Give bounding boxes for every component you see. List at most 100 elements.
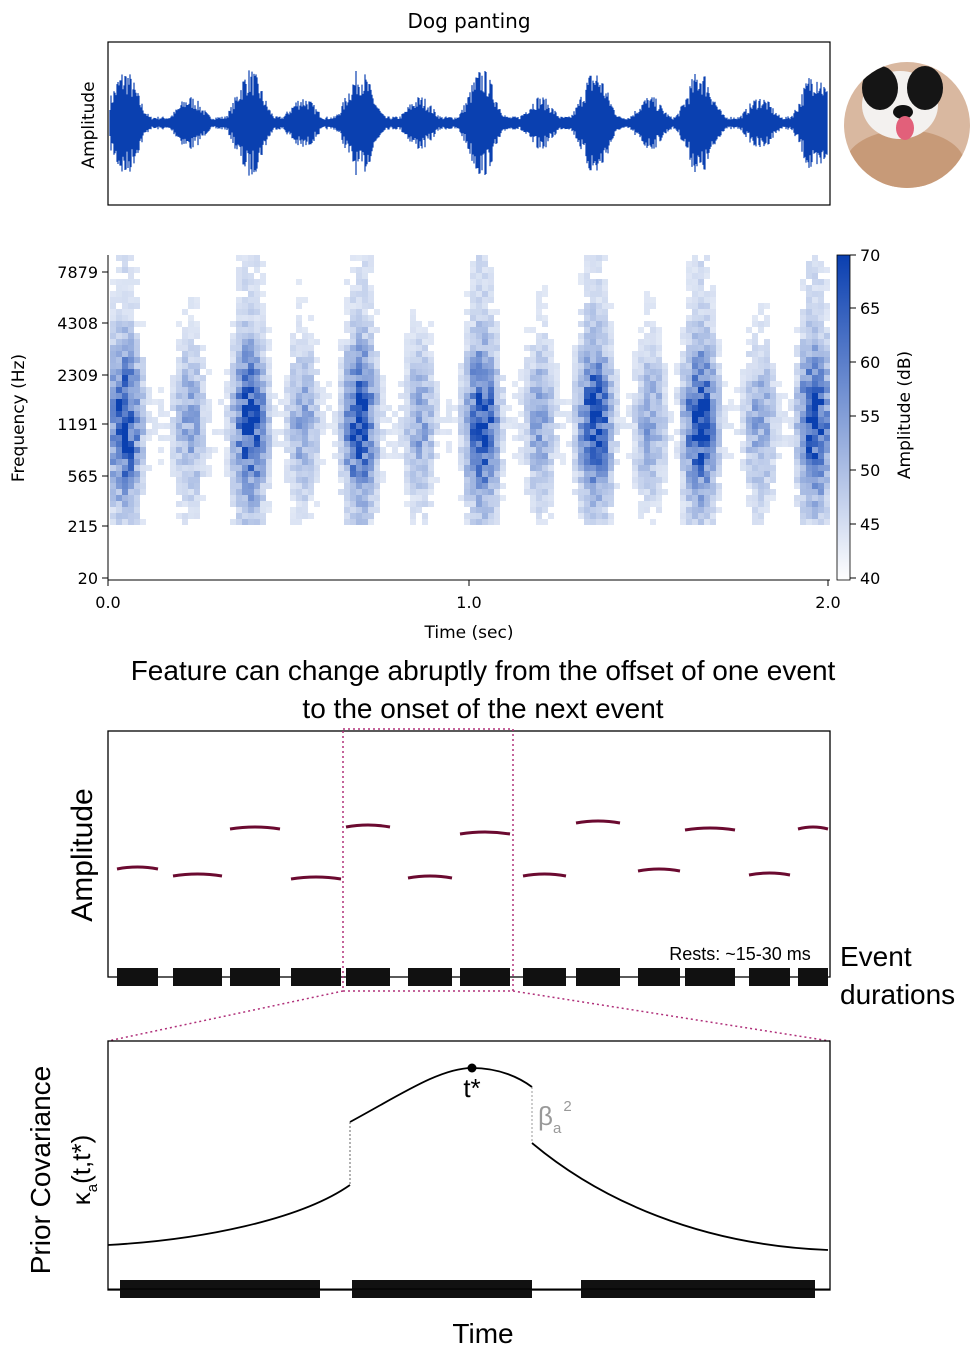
- spec-cell: [260, 393, 266, 399]
- spec-cell: [422, 399, 428, 405]
- spec-cell: [500, 417, 506, 423]
- spec-cell: [464, 513, 470, 519]
- spec-cell: [638, 471, 644, 477]
- spec-cell: [530, 477, 536, 483]
- spec-cell: [128, 441, 134, 447]
- spec-cell: [128, 453, 134, 459]
- spec-cell: [812, 459, 818, 465]
- spec-cell: [578, 435, 584, 441]
- spec-cell: [194, 465, 200, 471]
- spec-cell: [602, 255, 608, 261]
- spec-cell: [236, 285, 242, 291]
- spec-cell: [656, 411, 662, 417]
- spec-cell: [716, 447, 722, 453]
- spec-cell: [638, 513, 644, 519]
- spec-cell: [716, 417, 722, 423]
- spec-cell: [710, 513, 716, 519]
- spec-cell: [758, 423, 764, 429]
- spec-cell: [428, 381, 434, 387]
- spec-cell: [800, 369, 806, 375]
- spec-cell: [410, 447, 416, 453]
- spec-cell: [794, 369, 800, 375]
- spec-cell: [188, 429, 194, 435]
- spec-cell: [182, 417, 188, 423]
- spec-cell: [230, 501, 236, 507]
- spec-cell: [128, 423, 134, 429]
- spec-cell: [542, 447, 548, 453]
- spec-cell: [692, 459, 698, 465]
- spec-cell: [374, 381, 380, 387]
- spec-cell: [122, 429, 128, 435]
- spec-cell: [764, 393, 770, 399]
- spec-cell: [476, 393, 482, 399]
- spec-cell: [752, 519, 758, 525]
- spec-cell: [470, 447, 476, 453]
- spec-cell: [314, 471, 320, 477]
- spec-cell: [584, 447, 590, 453]
- spec-cell: [488, 459, 494, 465]
- spec-cell: [170, 447, 176, 453]
- spec-cell: [476, 261, 482, 267]
- spec-cell: [482, 255, 488, 261]
- spec-cell: [536, 441, 542, 447]
- spec-cell: [626, 453, 632, 459]
- spec-cell: [260, 375, 266, 381]
- spec-cell: [746, 423, 752, 429]
- spec-cell: [254, 375, 260, 381]
- spec-cell: [338, 357, 344, 363]
- spec-cell: [500, 423, 506, 429]
- spec-cell: [290, 411, 296, 417]
- spec-cell: [644, 411, 650, 417]
- spec-cell: [674, 369, 680, 375]
- spec-cell: [122, 477, 128, 483]
- spec-cell: [206, 405, 212, 411]
- spec-cell: [344, 411, 350, 417]
- spec-cell: [374, 501, 380, 507]
- spec-cell: [416, 495, 422, 501]
- spec-cell: [704, 471, 710, 477]
- spec-cell: [650, 495, 656, 501]
- spec-cell: [194, 471, 200, 477]
- spec-cell: [296, 363, 302, 369]
- spec-cell: [782, 441, 788, 447]
- spec-cell: [254, 255, 260, 261]
- spec-cell: [800, 333, 806, 339]
- spec-cell: [818, 477, 824, 483]
- spec-cell: [224, 387, 230, 393]
- spec-cell: [350, 375, 356, 381]
- spec-cell: [650, 297, 656, 303]
- spec-cell: [242, 321, 248, 327]
- spec-cell: [812, 351, 818, 357]
- spec-cell: [476, 495, 482, 501]
- spec-cell: [464, 471, 470, 477]
- spec-cell: [686, 459, 692, 465]
- spec-cell: [680, 477, 686, 483]
- spec-cell: [194, 507, 200, 513]
- spec-cell: [500, 471, 506, 477]
- spec-cell: [686, 351, 692, 357]
- spec-cell: [686, 495, 692, 501]
- spec-cell: [128, 351, 134, 357]
- spec-cell: [380, 435, 386, 441]
- spec-cell: [752, 489, 758, 495]
- spec-cell: [650, 357, 656, 363]
- spec-cell: [464, 465, 470, 471]
- spec-cell: [710, 519, 716, 525]
- spec-cell: [404, 489, 410, 495]
- spec-cell: [302, 387, 308, 393]
- spec-cell: [260, 429, 266, 435]
- spec-cell: [410, 441, 416, 447]
- spec-cell: [350, 507, 356, 513]
- spec-cell: [470, 399, 476, 405]
- spec-cell: [524, 357, 530, 363]
- spec-cell: [812, 339, 818, 345]
- spec-cell: [182, 459, 188, 465]
- spec-cell: [344, 471, 350, 477]
- spec-cell: [254, 453, 260, 459]
- spec-cell: [302, 363, 308, 369]
- spec-cell: [194, 369, 200, 375]
- spec-cell: [476, 471, 482, 477]
- spec-cell: [746, 405, 752, 411]
- spec-cell: [266, 405, 272, 411]
- spec-cell: [302, 357, 308, 363]
